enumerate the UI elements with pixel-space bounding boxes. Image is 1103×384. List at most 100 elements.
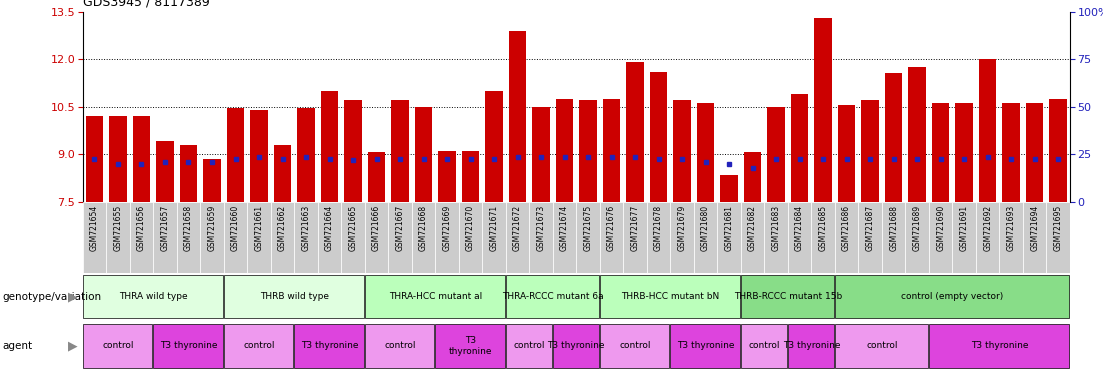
Bar [908,67,925,202]
Text: GSM721687: GSM721687 [866,205,875,251]
Bar [365,202,388,273]
Bar [791,94,808,202]
Bar [673,100,690,202]
Text: GSM721695: GSM721695 [1053,205,1062,252]
Bar [650,72,667,202]
Text: GSM721670: GSM721670 [467,205,475,252]
Text: GSM721679: GSM721679 [677,205,686,252]
Bar [224,275,364,318]
Bar [153,202,176,273]
Bar [929,202,952,273]
Bar [600,202,623,273]
Bar [932,103,950,202]
Text: GSM721693: GSM721693 [1007,205,1016,252]
Text: GSM721660: GSM721660 [231,205,240,252]
Bar [553,202,576,273]
Bar [720,175,738,202]
Bar [506,324,552,368]
Bar [623,202,646,273]
Text: GSM721669: GSM721669 [442,205,451,252]
Bar [882,202,906,273]
Bar [344,100,362,202]
Bar [788,324,834,368]
Bar [227,108,245,202]
Text: control: control [749,341,780,351]
Bar [392,100,409,202]
Text: GSM721675: GSM721675 [583,205,592,252]
Bar [83,275,223,318]
Bar [1003,103,1020,202]
Bar [247,202,270,273]
Text: GSM721688: GSM721688 [889,205,898,251]
Text: GSM721683: GSM721683 [772,205,781,251]
Bar [508,30,526,202]
Text: GDS3945 / 8117389: GDS3945 / 8117389 [83,0,210,9]
Bar [436,202,459,273]
Bar [506,275,599,318]
Bar [885,73,902,202]
Text: GSM721680: GSM721680 [702,205,710,251]
Bar [201,202,224,273]
Text: agent: agent [2,341,32,351]
Bar [602,99,620,202]
Text: GSM721654: GSM721654 [90,205,99,252]
Text: GSM721673: GSM721673 [536,205,546,252]
Bar [743,152,761,202]
Bar [717,202,741,273]
Text: control: control [619,341,651,351]
Text: GSM721665: GSM721665 [349,205,357,252]
Bar [224,324,293,368]
Bar [999,202,1022,273]
Bar [694,202,717,273]
Text: GSM721682: GSM721682 [748,205,757,251]
Bar [906,202,929,273]
Bar [533,107,550,202]
Bar [411,202,436,273]
Text: GSM721664: GSM721664 [325,205,334,252]
Text: GSM721689: GSM721689 [912,205,922,251]
Bar [646,202,671,273]
Text: GSM721672: GSM721672 [513,205,522,251]
Bar [741,275,834,318]
Bar [627,62,644,202]
Text: control: control [244,341,275,351]
Bar [157,141,174,202]
Bar [318,202,341,273]
Bar [671,324,740,368]
Bar [295,202,318,273]
Text: T3
thyronine: T3 thyronine [449,336,492,356]
Text: THRA-HCC mutant al: THRA-HCC mutant al [388,292,482,301]
Text: genotype/variation: genotype/variation [2,291,101,302]
Bar [83,202,106,273]
Bar [130,202,153,273]
Bar [976,202,999,273]
Text: control: control [103,341,133,351]
Text: GSM721684: GSM721684 [795,205,804,251]
Bar [741,324,786,368]
Text: GSM721671: GSM721671 [490,205,499,251]
Bar [367,152,385,202]
Text: control: control [866,341,898,351]
Bar [436,324,505,368]
Bar [835,275,1069,318]
Text: GSM721681: GSM721681 [725,205,733,251]
Bar [341,202,365,273]
Bar [835,324,928,368]
Text: control (empty vector): control (empty vector) [901,292,1004,301]
Text: T3 thyronine: T3 thyronine [677,341,735,351]
Text: GSM721663: GSM721663 [301,205,311,252]
Bar [270,202,295,273]
Text: GSM721686: GSM721686 [842,205,852,251]
Bar [671,202,694,273]
Text: control: control [514,341,545,351]
Text: T3 thyronine: T3 thyronine [783,341,840,351]
Bar [153,324,223,368]
Text: GSM721657: GSM721657 [161,205,170,252]
Bar [132,116,150,202]
Text: THRB-RCCC mutant 15b: THRB-RCCC mutant 15b [733,292,842,301]
Bar [109,116,127,202]
Bar [955,103,973,202]
Bar [788,202,812,273]
Bar [506,202,529,273]
Bar [485,91,503,202]
